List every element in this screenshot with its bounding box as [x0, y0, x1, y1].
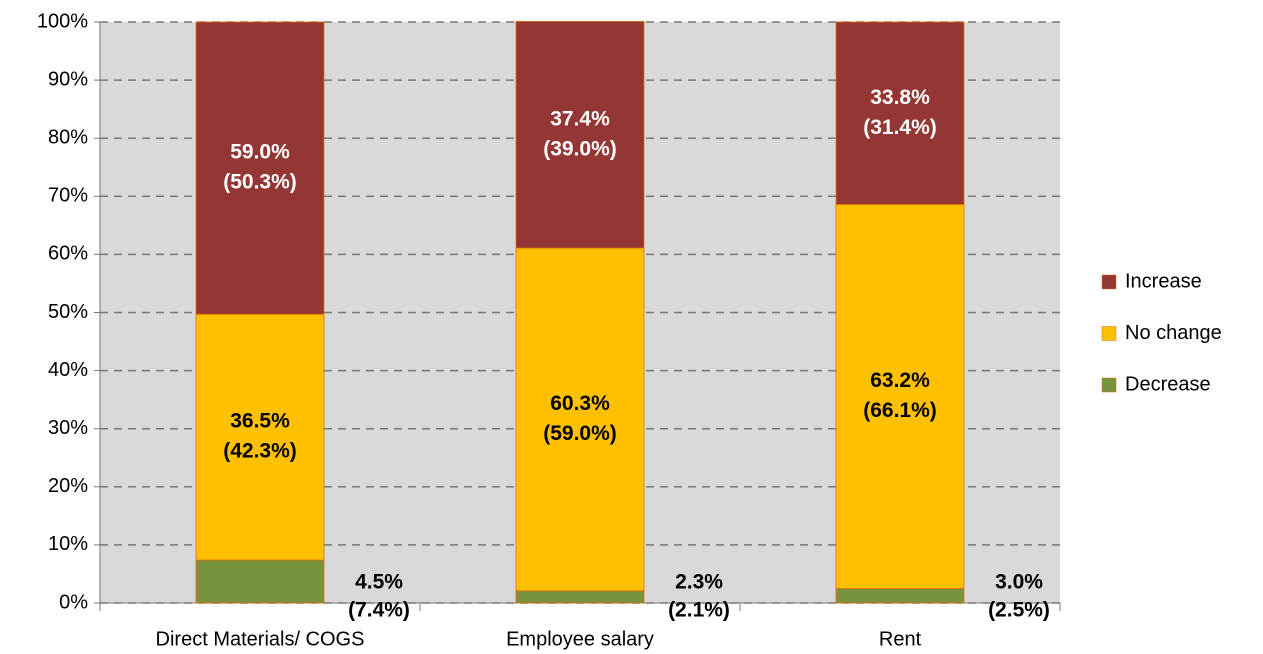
bar-segment [515, 247, 645, 592]
value-label: (39.0%) [543, 137, 617, 160]
y-tick-label: 70% [48, 185, 88, 207]
legend-swatch [1101, 326, 1117, 341]
value-label: (31.4%) [863, 116, 937, 139]
bar-segment [515, 21, 645, 249]
y-tick-label: 80% [48, 126, 88, 148]
y-tick-label: 30% [48, 417, 88, 439]
y-tick-label: 90% [48, 68, 88, 90]
y-tick-label: 60% [48, 243, 88, 265]
value-label: 2.3% [675, 571, 723, 594]
y-tick-label: 10% [48, 533, 88, 555]
value-label: 36.5% [230, 410, 290, 433]
bar-segment [195, 21, 325, 315]
value-label: (7.4%) [348, 599, 410, 622]
value-label: 60.3% [550, 392, 610, 415]
bar-segment [195, 559, 325, 604]
value-label: (59.0%) [543, 422, 617, 445]
bar-segment [835, 21, 965, 205]
value-label: (2.5%) [988, 599, 1050, 622]
x-tick-label: Employee salary [506, 628, 654, 650]
y-tick-label: 40% [48, 359, 88, 381]
value-label: (50.3%) [223, 171, 297, 194]
bar-segment [835, 204, 965, 589]
legend-label: Decrease [1125, 373, 1211, 395]
value-label: (66.1%) [863, 399, 937, 422]
y-tick-label: 100% [37, 10, 88, 32]
y-tick-label: 0% [59, 591, 88, 613]
legend-swatch [1101, 274, 1117, 290]
value-label: 63.2% [870, 369, 930, 392]
value-label: (42.3%) [223, 440, 297, 463]
bar-segment [515, 590, 645, 604]
value-label: 59.0% [230, 141, 290, 164]
value-label: 3.0% [995, 571, 1043, 594]
value-label: 37.4% [550, 107, 610, 130]
legend-label: No change [1125, 322, 1222, 344]
value-label: (2.1%) [668, 599, 730, 622]
bar-segment [835, 588, 965, 604]
value-label: 4.5% [355, 571, 403, 594]
legend-label: Increase [1125, 270, 1202, 292]
y-tick-label: 20% [48, 475, 88, 497]
bar-segment [195, 313, 325, 561]
y-tick-label: 50% [48, 301, 88, 323]
x-tick-label: Rent [879, 628, 922, 650]
x-tick-label: Direct Materials/ COGS [156, 628, 365, 650]
legend-swatch [1101, 377, 1117, 393]
value-label: 33.8% [870, 86, 930, 109]
